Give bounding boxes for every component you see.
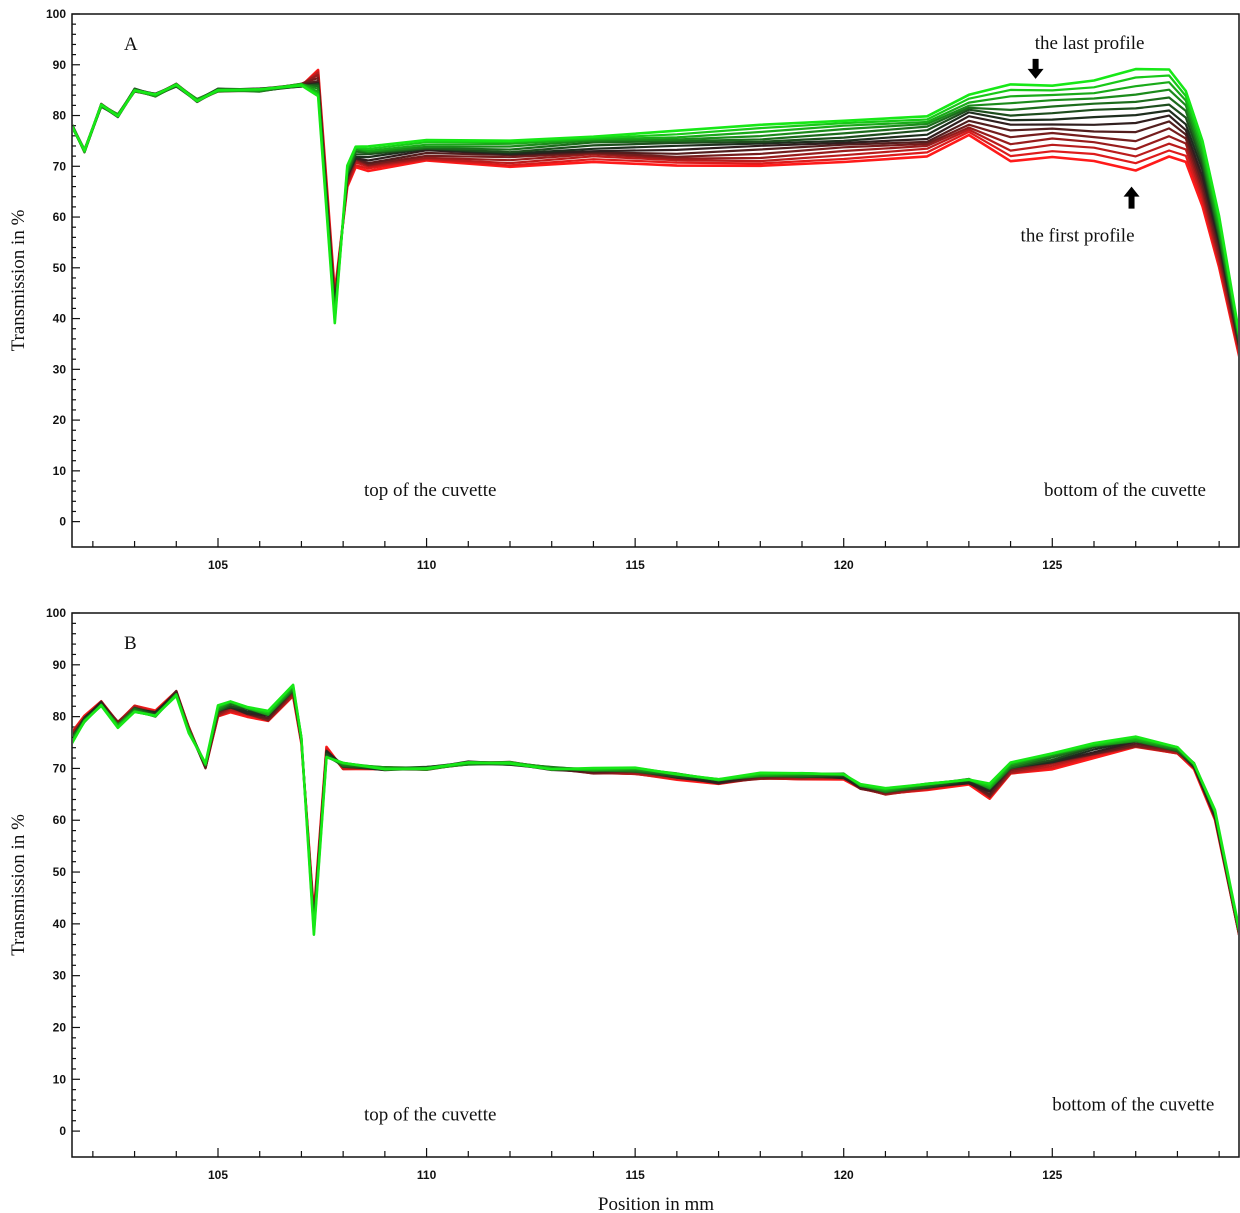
chart-panel-b: 105 110 115 120 125 0 10 20 30 40 50 60 70 80 90 100 Tra… [8,606,1240,1213]
annotation-cuvette-position: top of the cuvette [364,1105,496,1126]
x-tick-label: 105 [208,558,228,572]
profile-line [73,689,1238,933]
profiles [73,67,1238,357]
profile-line [73,685,1238,934]
profile-line [73,79,1238,346]
annotation-last-profile: the last profile [1035,33,1145,54]
panel-label: B [124,633,137,654]
x-tick-label: 115 [625,1168,645,1182]
y-tick-label: 80 [53,710,67,724]
y-tick-label: 20 [53,1020,67,1034]
y-tick-label: 80 [53,109,67,123]
profile-line [73,73,1238,350]
profile-line [73,69,1238,355]
x-tick-label: 125 [1042,558,1062,572]
plot-frame [71,612,1240,1158]
annotation-cuvette-position: top of the cuvette [364,480,496,501]
y-tick-label: 60 [53,813,67,827]
y-tick-label: 10 [53,464,67,478]
y-tick-label: 40 [53,917,67,931]
chart-panel-a: 105 110 115 120 125 0 10 20 30 40 50 60 70 80 90 100 Tra… [8,7,1240,572]
y-tick-label: 50 [53,261,67,275]
profile-line [73,684,1238,935]
y-axis-title: Transmission in % [8,209,29,351]
profile-line [73,81,1238,346]
annotation-cuvette-position: bottom of the cuvette [1052,1094,1214,1115]
y-tick-label: 100 [46,7,66,21]
panel-label: A [124,34,138,55]
y-tick-label: 90 [53,58,67,72]
x-tick-label: 105 [208,1168,228,1182]
x-tick-label: 120 [834,1168,854,1182]
profile-line [73,690,1238,936]
x-tick-label: 110 [417,1168,437,1182]
profile-line [73,688,1238,932]
y-tick-label: 40 [53,312,67,326]
y-tick-label: 70 [53,761,67,775]
annotation-cuvette-position: bottom of the cuvette [1044,480,1206,501]
profile-line [73,82,1238,339]
last-profile-line [73,683,1238,937]
profile-line [73,690,1238,936]
profile-line [73,691,1238,935]
y-tick-label: 20 [53,413,67,427]
y-tick-label: 60 [53,210,67,224]
profiles [73,683,1238,937]
profile-line [73,81,1238,336]
y-tick-label: 10 [53,1072,67,1086]
last-profile-line [73,67,1238,335]
y-tick-label: 0 [59,515,66,529]
x-tick-label: 120 [834,558,854,572]
y-tick-label: 0 [59,1124,66,1138]
first-profile-line [73,68,1238,357]
profile-line [73,689,1238,935]
arrow-down-icon [1027,58,1044,79]
profile-line [73,689,1238,932]
profile-line [73,687,1238,933]
y-tick-label: 90 [53,658,67,672]
y-tick-label: 50 [53,865,67,879]
first-profile-line [73,689,1238,936]
y-tick-label: 30 [53,969,67,983]
x-tick-label: 125 [1042,1168,1062,1182]
profile-line [73,688,1238,933]
arrow-up-icon [1123,186,1140,209]
y-tick-label: 30 [53,362,67,376]
plot-frame [71,13,1240,548]
x-tick-label: 115 [625,558,645,572]
y-axis-title: Transmission in % [8,814,29,956]
x-tick-label: 110 [417,558,437,572]
profile-line [73,71,1238,353]
annotation-first-profile: the first profile [1021,226,1135,247]
y-tick-label: 100 [46,606,66,620]
x-axis-title: Position in mm [598,1194,714,1213]
profile-line [73,689,1238,932]
profile-line [73,74,1238,335]
y-tick-label: 70 [53,159,67,173]
